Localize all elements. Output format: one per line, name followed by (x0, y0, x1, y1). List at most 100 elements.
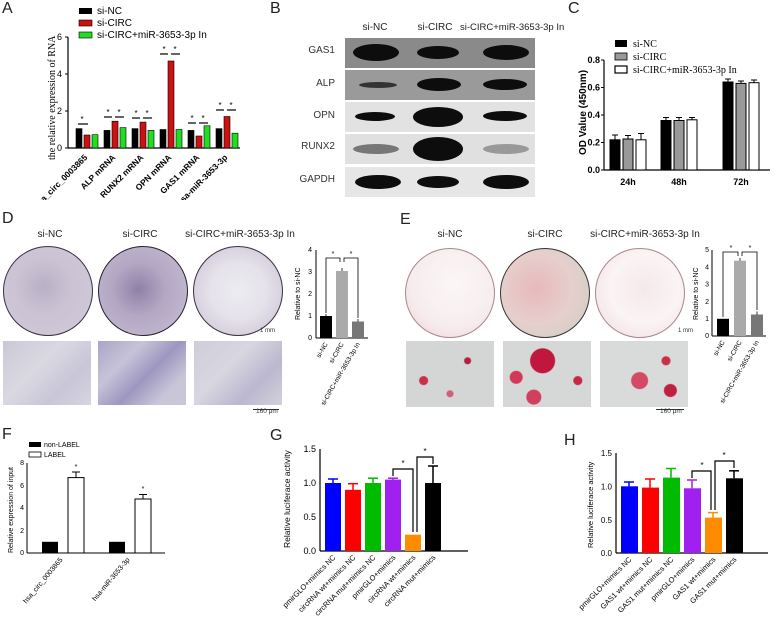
blot-column-si-circ-inh: si-CIRC+miR-3653-3p In (460, 22, 565, 33)
alp-micro-si-circ (98, 341, 186, 405)
svg-text:hsa_circ_0003865: hsa_circ_0003865 (22, 557, 64, 605)
svg-text:8: 8 (20, 460, 24, 467)
blot-row-opn: OPN (313, 110, 335, 121)
svg-text:0.5: 0.5 (303, 512, 316, 522)
svg-text:si-CIRC+miR-3653-3p In: si-CIRC+miR-3653-3p In (633, 65, 737, 76)
svg-text:1: 1 (308, 313, 312, 320)
ars-dish-si-circ (500, 248, 590, 338)
blot-strip-gas1 (345, 38, 535, 68)
stain-d-col-si-nc: si-NC (37, 229, 63, 240)
panel-a-label: A (2, 0, 13, 17)
svg-text:1.5: 1.5 (303, 444, 316, 454)
legend-swatch-si-nc (79, 8, 92, 14)
chart-a: si-NC si-CIRC si-CIRC+miR-3653-3p In 0 2… (31, 6, 240, 200)
alp-micro-si-circ-inh (194, 341, 282, 405)
blot-strip-alp (345, 70, 535, 100)
chart-c: si-NC si-CIRC si-CIRC+miR-3653-3p In 0.0… (578, 39, 770, 187)
svg-text:hsa_circ_0003865: hsa_circ_0003865 (31, 152, 89, 200)
svg-text:0.6: 0.6 (587, 83, 600, 93)
svg-text:si-CIRC: si-CIRC (97, 18, 132, 29)
svg-text:6: 6 (20, 483, 24, 490)
svg-text:*: * (134, 109, 137, 118)
panel-g-label: G (270, 427, 283, 444)
svg-text:2: 2 (705, 299, 709, 306)
alp-dish-si-circ-inh (193, 246, 283, 336)
svg-text:Relative expression of input: Relative expression of input (8, 467, 15, 553)
svg-text:*: * (117, 108, 120, 117)
svg-text:*: * (145, 109, 148, 118)
svg-text:si-NC: si-NC (713, 339, 727, 357)
panel-h-label: H (564, 432, 576, 449)
svg-text:3: 3 (705, 282, 709, 289)
svg-text:2: 2 (57, 106, 62, 116)
svg-text:*: * (173, 45, 176, 54)
legend-label-si-nc: si-NC (97, 6, 122, 17)
svg-text:1: 1 (705, 316, 709, 323)
stain-d-col-si-circ: si-CIRC (122, 229, 158, 240)
chart-h: 0.0 0.5 1.0 1.5 Relative luciferace activit… (577, 449, 768, 615)
blot-strip-gapdh (345, 167, 535, 197)
ars-dish-si-nc (405, 248, 495, 338)
micro-scale-d: 160 μm (256, 408, 278, 415)
svg-text:3: 3 (308, 269, 312, 276)
svg-text:4: 4 (57, 69, 62, 79)
svg-text:0.5: 0.5 (601, 516, 613, 525)
svg-text:hsa-miR-3653-3p: hsa-miR-3653-3p (91, 557, 131, 603)
svg-text:*: * (401, 459, 404, 468)
panel-c-label: C (568, 0, 580, 17)
svg-text:si-CIRC+miR-3653-3p In: si-CIRC+miR-3653-3p In (97, 30, 207, 41)
svg-text:*: * (423, 447, 426, 456)
svg-text:*: * (190, 114, 193, 123)
blot-strip-runx2 (345, 134, 535, 164)
svg-text:*: * (201, 114, 204, 123)
ars-micro-si-circ-inh (600, 341, 688, 407)
panel-e-label: E (400, 211, 411, 228)
ars-dish-si-circ-inh (595, 248, 685, 338)
svg-text:*: * (332, 251, 335, 258)
svg-text:*: * (106, 108, 109, 117)
stain-d-col-si-circ-inh: si-CIRC+miR-3653-3p In (185, 229, 295, 240)
svg-text:0.2: 0.2 (587, 138, 600, 148)
svg-text:0.0: 0.0 (303, 546, 316, 556)
blot-strip-opn (345, 102, 535, 132)
svg-text:0: 0 (57, 143, 62, 153)
dish-scale-d: 1 mm (260, 328, 275, 334)
svg-text:*: * (75, 464, 78, 471)
svg-text:4: 4 (20, 505, 24, 512)
stain-e-col-si-circ: si-CIRC (527, 229, 563, 240)
svg-text:si-CIRC: si-CIRC (633, 52, 667, 63)
panel-b-label: B (270, 0, 281, 17)
svg-text:0: 0 (705, 333, 709, 340)
dish-scale-e: 1 mm (678, 328, 693, 334)
alp-dish-si-nc (3, 246, 93, 336)
svg-text:*: * (229, 101, 232, 110)
blot-column-si-circ: si-CIRC (417, 22, 453, 33)
svg-text:6: 6 (57, 32, 62, 42)
alp-micro-si-nc (3, 341, 91, 405)
svg-text:4: 4 (705, 264, 709, 271)
chart-g: 0.0 0.5 1.0 1.5 Relative luciferace activit… (281, 444, 468, 618)
svg-text:Relative to si-NC: Relative to si-NC (693, 267, 700, 320)
svg-text:OD Value (450nm): OD Value (450nm) (578, 70, 589, 155)
svg-text:*: * (80, 115, 83, 124)
chart-e: 0 1 2 3 4 5 Relative to si-NC * * si-NC si-CIR… (693, 245, 766, 405)
svg-text:*: * (722, 451, 725, 460)
svg-text:0.0: 0.0 (587, 165, 600, 175)
ars-micro-si-circ (503, 341, 591, 407)
svg-text:1.5: 1.5 (601, 449, 613, 458)
micro-scale-e: 160 μm (660, 408, 682, 415)
svg-text:*: * (730, 245, 733, 252)
svg-text:Relative to si-NC: Relative to si-NC (295, 267, 302, 320)
stain-e-col-si-circ-inh: si-CIRC+miR-3653-3p In (590, 229, 700, 240)
western-blot: si-NC si-CIRC si-CIRC+miR-3653-3p In GAS… (260, 0, 564, 200)
blot-row-gas1: GAS1 (308, 45, 335, 56)
svg-text:0.8: 0.8 (587, 55, 600, 65)
svg-text:*: * (142, 486, 145, 493)
panel-d-label: D (2, 210, 14, 227)
svg-text:0: 0 (308, 335, 312, 342)
svg-text:Relative luciferace activity: Relative luciferace activity (282, 449, 292, 548)
svg-text:72h: 72h (733, 177, 749, 187)
svg-text:*: * (700, 461, 703, 470)
alp-dish-si-circ (98, 246, 188, 336)
